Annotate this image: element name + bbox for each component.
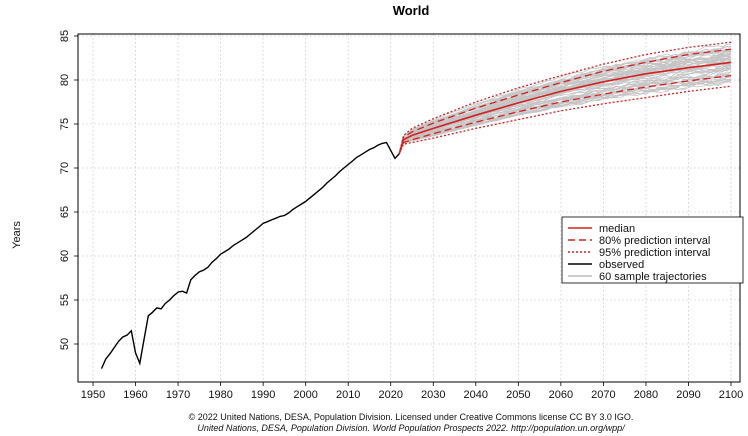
sample-trajectories [398, 43, 732, 155]
y-tick-label: 60 [59, 250, 71, 262]
y-tick-label: 70 [59, 162, 71, 174]
y-axis: 50 55 60 65 70 75 80 85 [59, 30, 78, 350]
sample-trajectory [398, 53, 732, 155]
sample-trajectory [398, 58, 732, 155]
y-tick-label: 85 [59, 30, 71, 42]
x-tick-label: 2090 [676, 389, 700, 401]
sample-trajectory [398, 60, 732, 155]
x-tick-label: 1990 [251, 389, 275, 401]
legend-label-1: 80% prediction interval [599, 235, 710, 247]
x-tick-label: 1970 [166, 389, 190, 401]
y-tick-label: 50 [59, 338, 71, 350]
sample-trajectory [398, 80, 732, 155]
series-group [100, 41, 732, 369]
sample-trajectory [398, 67, 732, 155]
median-line [398, 61, 732, 155]
y-tick-label: 75 [59, 118, 71, 130]
x-tick-label: 2040 [464, 389, 488, 401]
legend-label-2: 95% prediction interval [599, 247, 710, 259]
pi80-low-line [398, 74, 732, 155]
x-tick-label: 2070 [591, 389, 615, 401]
sample-trajectory [398, 50, 732, 154]
chart-title: World [393, 3, 430, 18]
sample-trajectory [398, 59, 732, 155]
footer-citation: United Nations, DESA, Population Divisio… [197, 423, 626, 433]
legend-label-3: observed [599, 259, 644, 271]
pi80-high-line [398, 48, 732, 155]
pi95-low-line [398, 85, 732, 155]
x-tick-label: 1960 [123, 389, 147, 401]
legend-label-0: median [599, 223, 635, 235]
legend-box [561, 216, 744, 284]
x-tick-label: 2000 [293, 389, 317, 401]
sample-trajectory [398, 67, 732, 155]
x-tick-label: 2060 [549, 389, 573, 401]
sample-trajectory [398, 58, 732, 155]
x-tick-label: 2080 [634, 389, 658, 401]
x-tick-label: 2050 [506, 389, 530, 401]
observed-line [100, 141, 400, 369]
x-tick-label: 1980 [208, 389, 232, 401]
y-tick-label: 65 [59, 206, 71, 218]
sample-trajectory [398, 74, 732, 155]
y-tick-label: 80 [59, 74, 71, 86]
footer-copyright: © 2022 United Nations, DESA, Population … [189, 412, 634, 422]
x-tick-label: 1950 [81, 389, 105, 401]
x-tick-label: 2010 [336, 389, 360, 401]
x-tick-label: 2030 [421, 389, 445, 401]
y-axis-label: Years [11, 221, 23, 249]
x-axis: 1950 1960 1970 1980 1990 2000 2010 2020 2030 2040… [81, 382, 743, 401]
sample-trajectory [398, 74, 732, 155]
y-tick-label: 55 [59, 294, 71, 306]
plot-frame [77, 33, 741, 383]
x-tick-label: 2100 [719, 389, 743, 401]
sample-trajectory [398, 51, 732, 155]
legend-label-4: 60 sample trajectories [599, 271, 707, 283]
x-tick-label: 2020 [378, 389, 402, 401]
